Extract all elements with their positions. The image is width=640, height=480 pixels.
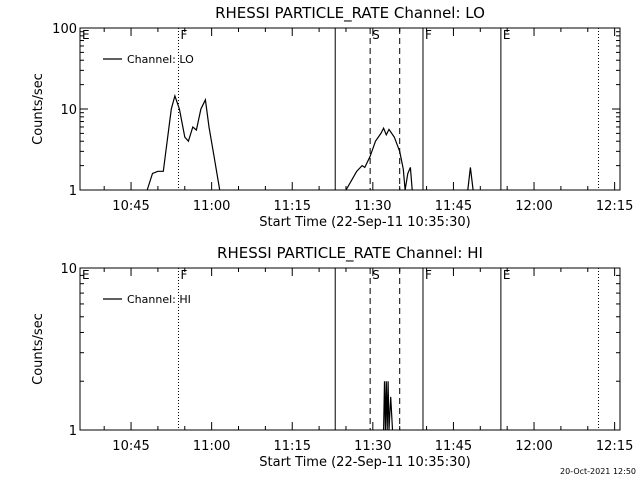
y-tick-label: 1 bbox=[69, 424, 77, 439]
x-tick-label: 11:00 bbox=[193, 199, 230, 214]
y-axis-label: Counts/sec bbox=[31, 313, 46, 385]
event-marker-label: S bbox=[372, 268, 380, 282]
x-tick-label: 10:45 bbox=[112, 439, 149, 454]
x-tick-label: 11:45 bbox=[435, 439, 472, 454]
x-axis-label: Start Time (22-Sep-11 10:35:30) bbox=[259, 215, 470, 230]
x-tick-label: 12:15 bbox=[596, 199, 633, 214]
legend-label: Channel: LO bbox=[127, 53, 194, 66]
x-tick-label: 11:30 bbox=[354, 199, 391, 214]
y-tick-label: 100 bbox=[52, 22, 77, 37]
event-marker-label: E bbox=[82, 268, 90, 282]
event-marker-label: F bbox=[181, 268, 188, 282]
series-line bbox=[146, 93, 221, 191]
render-timestamp: 20-Oct-2021 12:50 bbox=[560, 467, 636, 476]
chart-title: RHESSI PARTICLE_RATE Channel: HI bbox=[217, 244, 483, 263]
y-axis-label: Counts/sec bbox=[31, 73, 46, 145]
legend-label: Channel: HI bbox=[127, 293, 191, 306]
y-tick-label: 10 bbox=[60, 103, 77, 118]
event-marker-label: F bbox=[425, 28, 432, 42]
chart-title: RHESSI PARTICLE_RATE Channel: LO bbox=[215, 4, 485, 23]
x-tick-label: 10:45 bbox=[112, 199, 149, 214]
series-line bbox=[383, 381, 394, 431]
event-marker-label: F bbox=[181, 28, 188, 42]
event-marker-label: E bbox=[82, 28, 90, 42]
x-tick-label: 11:00 bbox=[193, 439, 230, 454]
x-tick-label: 11:15 bbox=[274, 199, 311, 214]
x-tick-label: 12:00 bbox=[515, 439, 552, 454]
plot-frame bbox=[79, 267, 621, 431]
x-tick-label: 12:00 bbox=[515, 199, 552, 214]
x-axis-label: Start Time (22-Sep-11 10:35:30) bbox=[259, 455, 470, 470]
x-tick-label: 11:30 bbox=[354, 439, 391, 454]
series-line bbox=[467, 167, 474, 191]
event-marker-label: F bbox=[425, 268, 432, 282]
series-line bbox=[345, 126, 413, 191]
event-marker-label: E bbox=[503, 28, 511, 42]
event-marker-label: E bbox=[503, 268, 511, 282]
x-tick-label: 11:45 bbox=[435, 199, 472, 214]
y-tick-label: 10 bbox=[60, 262, 77, 277]
x-tick-label: 11:15 bbox=[274, 439, 311, 454]
event-marker-label: S bbox=[372, 28, 380, 42]
x-tick-label: 12:15 bbox=[596, 439, 633, 454]
y-tick-label: 1 bbox=[69, 184, 77, 199]
